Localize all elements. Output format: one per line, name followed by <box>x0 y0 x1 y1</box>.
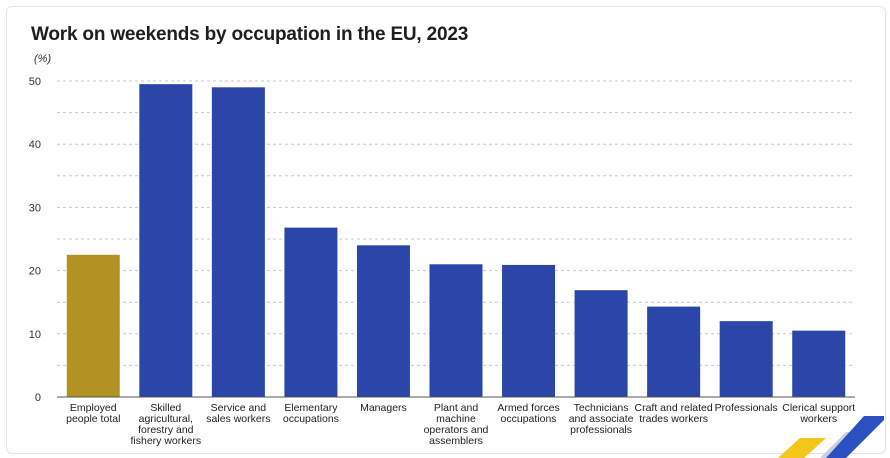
y-tick-label: 40 <box>29 139 41 151</box>
bars <box>66 84 846 397</box>
bar <box>356 245 410 397</box>
x-tick-label: Professionals <box>715 402 778 414</box>
logo-stripe-yellow <box>778 438 826 458</box>
y-tick-label: 50 <box>29 76 41 88</box>
x-tick-label: Technicians and associate professionals <box>569 402 634 436</box>
bar <box>574 290 628 397</box>
x-tick-label: Skilled agricultural, forestry and fishery … <box>131 402 202 447</box>
bar <box>647 306 701 397</box>
y-tick-label: 20 <box>29 266 41 278</box>
x-tick-label: Clerical support workers <box>782 402 855 425</box>
y-tick-label: 0 <box>35 392 41 404</box>
x-tick-label: Service and sales workers <box>206 402 270 425</box>
bar <box>502 264 556 397</box>
y-axis-unit-label: (%) <box>34 53 52 65</box>
x-tick-label: Managers <box>360 402 407 414</box>
x-tick-label: Craft and related trades workers <box>635 402 713 425</box>
chart-title: Work on weekends by occupation in the EU… <box>31 24 469 45</box>
x-tick-label: Elementary occupations <box>283 402 339 425</box>
bar <box>139 84 193 397</box>
x-tick-label: Plant and machine operators and assemblers <box>424 402 489 447</box>
eurostat-logo-mark <box>778 416 884 458</box>
y-axis-ticks: 0 10 20 30 40 50 <box>29 76 41 404</box>
logo-stripe-blue <box>826 416 884 458</box>
y-tick-label: 30 <box>29 202 41 214</box>
bar <box>284 227 338 397</box>
y-tick-label: 10 <box>29 329 41 341</box>
bar <box>719 321 773 397</box>
x-tick-label: Employed people total <box>66 402 120 425</box>
bar <box>66 254 120 397</box>
bar <box>792 330 846 397</box>
bar <box>429 264 483 397</box>
x-tick-label: Armed forces occupations <box>497 402 559 425</box>
x-axis-category-labels: Employed people total Skilled agricultural,… <box>66 402 855 447</box>
bar <box>211 87 265 397</box>
